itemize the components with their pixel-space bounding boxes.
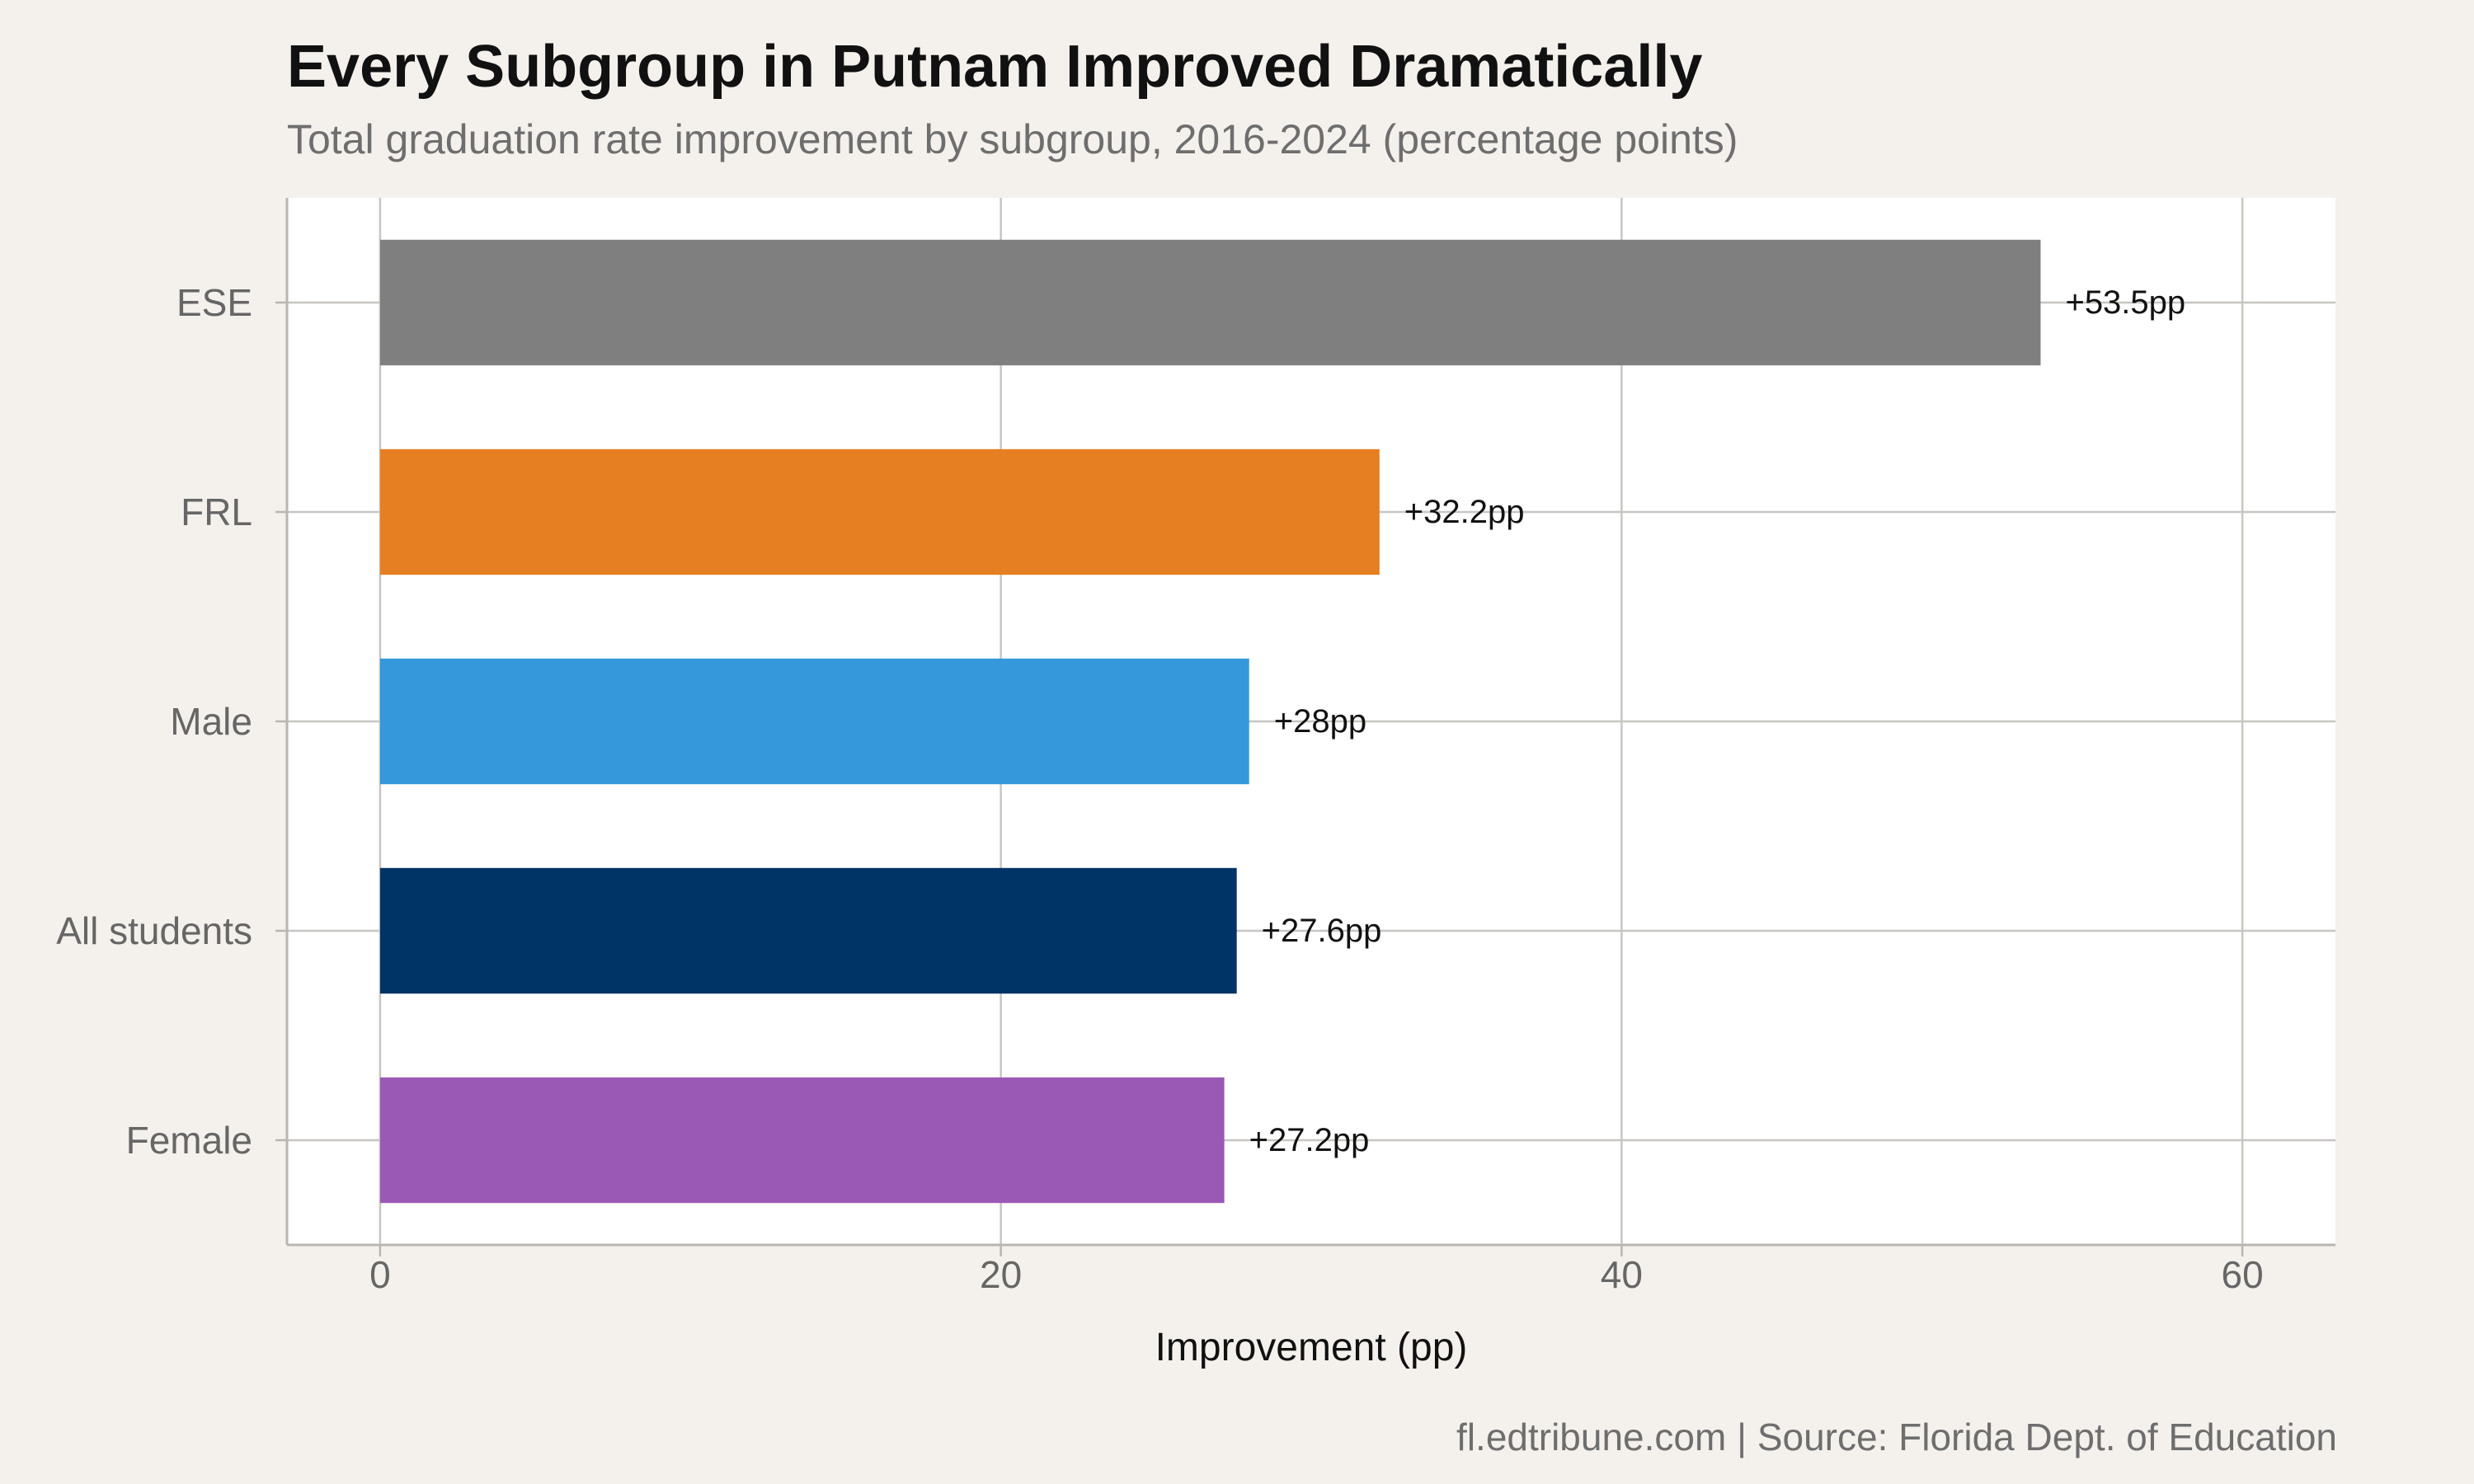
y-axis: ESE FRL Male All students Female [56, 198, 289, 1245]
y-tick-label: ESE [176, 281, 252, 324]
y-tick-label: Male [170, 700, 252, 743]
x-axis: 0 20 40 60 [287, 1243, 2335, 1296]
data-label: +53.5pp [2065, 284, 2185, 321]
x-tick-label: 20 [980, 1253, 1022, 1296]
chart-subtitle: Total graduation rate improvement by sub… [287, 116, 1738, 162]
data-label: +27.6pp [1262, 913, 1382, 949]
x-axis-title: Improvement (pp) [1155, 1326, 1468, 1369]
y-tick-label: Female [126, 1119, 252, 1162]
bar [379, 239, 2041, 366]
caption: fl.edtribune.com | Source: Florida Dept.… [1456, 1416, 2337, 1458]
y-tick-label: All students [56, 909, 252, 952]
data-label: +28pp [1274, 703, 1366, 740]
x-tick-label: 40 [1601, 1253, 1643, 1296]
data-labels: +53.5pp +32.2pp +28pp +27.6pp +27.2pp [1249, 284, 2186, 1158]
y-tick-label: FRL [181, 491, 252, 533]
bar [379, 448, 1380, 575]
data-label: +27.2pp [1249, 1122, 1370, 1158]
bars [379, 239, 2041, 1204]
bar [379, 1077, 1225, 1204]
chart-title: Every Subgroup in Putnam Improved Dramat… [287, 34, 1703, 100]
x-tick-label: 60 [2222, 1253, 2264, 1296]
x-tick-label: 0 [369, 1253, 391, 1296]
bar [379, 658, 1249, 785]
data-label: +32.2pp [1404, 494, 1525, 530]
bar [379, 867, 1237, 994]
